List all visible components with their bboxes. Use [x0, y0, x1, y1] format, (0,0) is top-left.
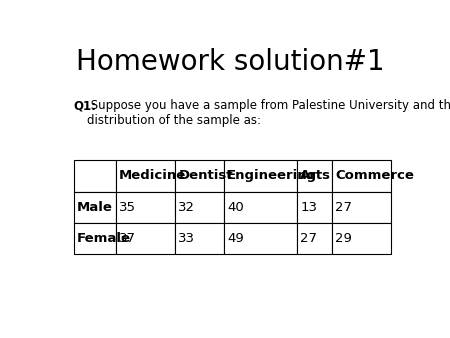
- Bar: [224, 192, 297, 223]
- Bar: [116, 223, 175, 254]
- Text: Medicine: Medicine: [119, 169, 186, 183]
- Text: Homework solution#1: Homework solution#1: [76, 48, 385, 76]
- Bar: [116, 192, 175, 223]
- Bar: [332, 160, 391, 192]
- Bar: [74, 192, 116, 223]
- Bar: [175, 192, 224, 223]
- Text: 13: 13: [301, 201, 317, 214]
- Text: Suppose you have a sample from Palestine University and the
distribution of the : Suppose you have a sample from Palestine…: [87, 99, 450, 127]
- Text: Engineering: Engineering: [227, 169, 317, 183]
- Bar: [74, 223, 116, 254]
- Bar: [175, 160, 224, 192]
- Text: 33: 33: [178, 232, 195, 245]
- Text: 37: 37: [119, 232, 136, 245]
- Text: 49: 49: [227, 232, 244, 245]
- Text: 32: 32: [178, 201, 195, 214]
- Text: 29: 29: [335, 232, 352, 245]
- Text: Q1:: Q1:: [74, 99, 97, 112]
- Bar: [297, 192, 332, 223]
- Bar: [297, 223, 332, 254]
- Bar: [297, 160, 332, 192]
- Bar: [175, 223, 224, 254]
- Text: 27: 27: [335, 201, 352, 214]
- Bar: [116, 160, 175, 192]
- Text: 27: 27: [301, 232, 317, 245]
- Text: Commerce: Commerce: [335, 169, 414, 183]
- Text: Dentist: Dentist: [178, 169, 233, 183]
- Bar: [224, 160, 297, 192]
- Bar: [224, 223, 297, 254]
- Text: Arts: Arts: [301, 169, 331, 183]
- Text: Male: Male: [77, 201, 113, 214]
- Text: Female: Female: [77, 232, 131, 245]
- Bar: [332, 192, 391, 223]
- Bar: [332, 223, 391, 254]
- Text: 35: 35: [119, 201, 136, 214]
- Bar: [74, 160, 116, 192]
- Text: 40: 40: [227, 201, 244, 214]
